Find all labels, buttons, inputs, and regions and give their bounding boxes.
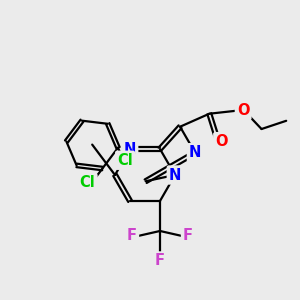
Text: F: F	[155, 254, 165, 268]
Text: F: F	[183, 229, 193, 244]
Text: Cl: Cl	[117, 153, 133, 168]
Text: N: N	[169, 167, 181, 182]
Text: N: N	[189, 145, 201, 160]
Text: N: N	[124, 142, 136, 157]
Text: O: O	[215, 134, 228, 149]
Text: O: O	[237, 103, 249, 118]
Text: Cl: Cl	[80, 176, 95, 190]
Text: F: F	[127, 229, 137, 244]
